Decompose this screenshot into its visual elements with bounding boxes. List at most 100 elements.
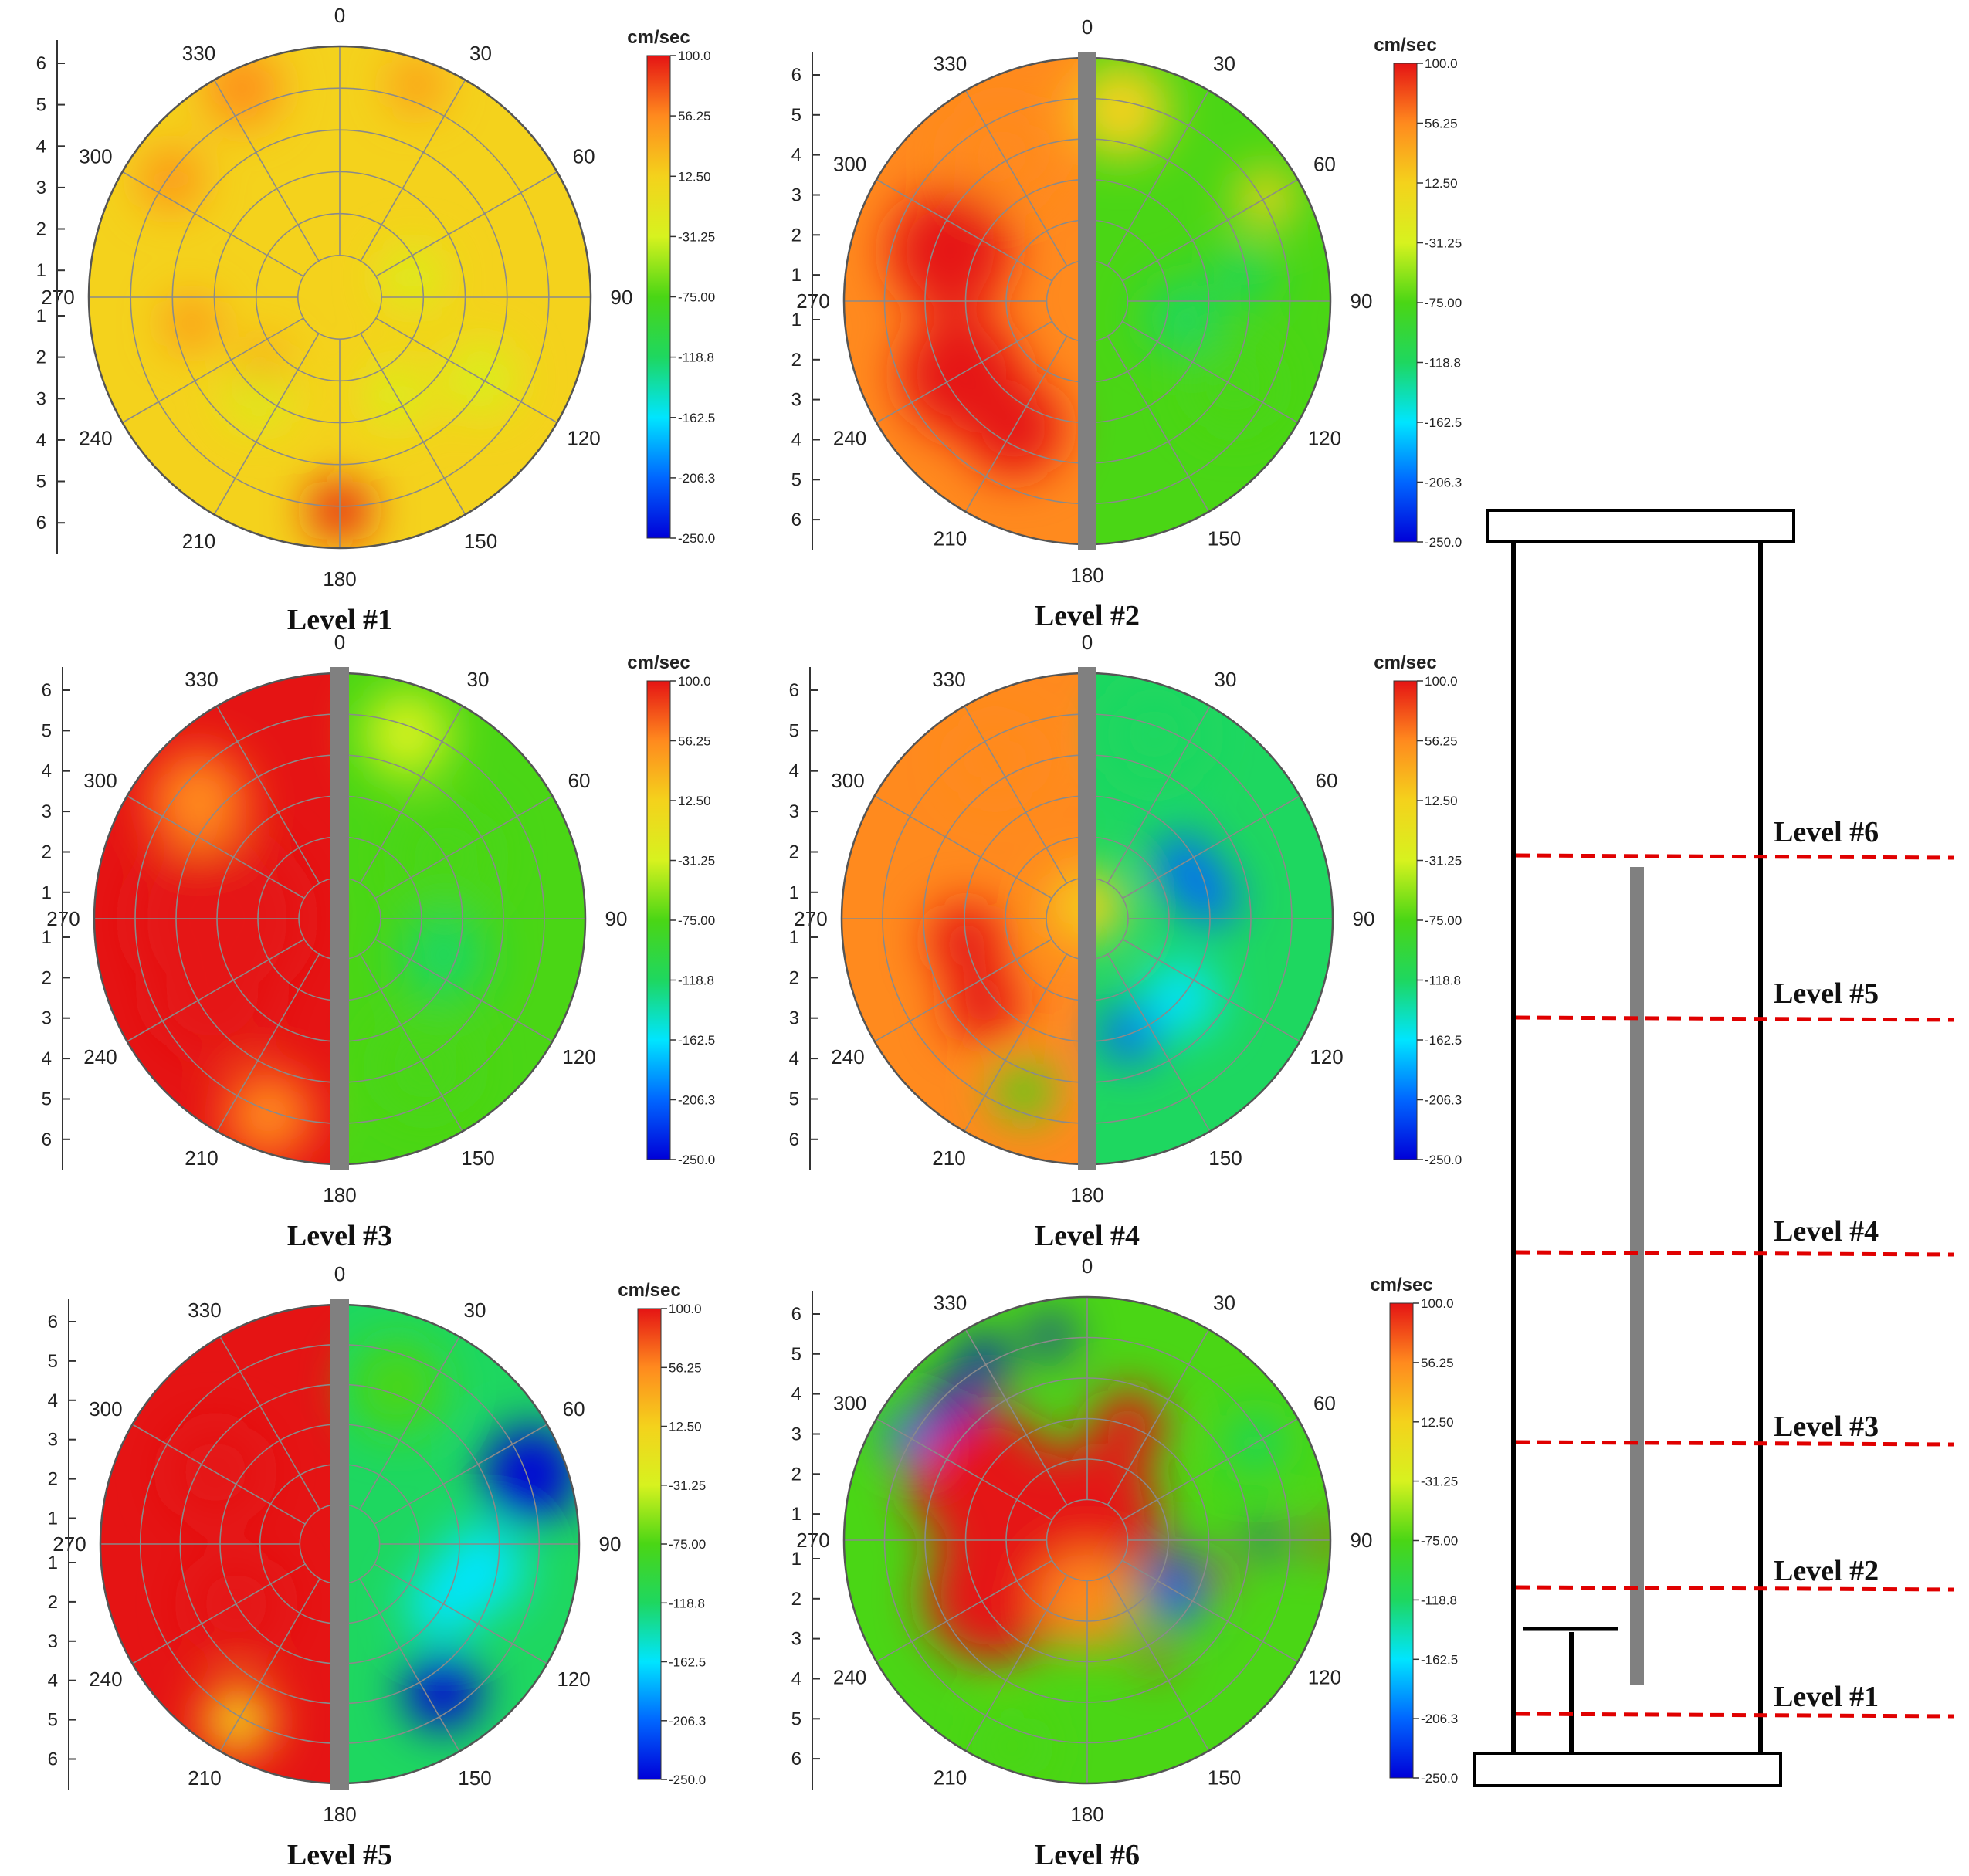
- radial-tick-label: 5: [791, 1708, 801, 1729]
- grid-spoke: [359, 953, 463, 1132]
- field-patch: [166, 298, 217, 349]
- colorbar-ramp: [637, 1308, 662, 1780]
- radial-tick-label: 1: [791, 310, 801, 330]
- grid-spoke: [1122, 795, 1300, 899]
- angle-label: 300: [833, 153, 866, 176]
- angle-label: 150: [458, 1766, 491, 1790]
- grid-spoke: [876, 1417, 1052, 1521]
- field-patch: [1204, 1563, 1229, 1587]
- colorbar-tick-label: -118.8: [678, 350, 714, 365]
- angle-label: 180: [1070, 1184, 1103, 1207]
- grid-spoke: [359, 1336, 460, 1510]
- colorbar-tick-label: 100.0: [1425, 674, 1458, 689]
- grid-spoke: [375, 317, 557, 424]
- angle-label: 210: [934, 1766, 967, 1789]
- field-patch: [1152, 1578, 1201, 1627]
- grid-spoke: [876, 178, 1052, 282]
- colorbar-ramp: [646, 55, 671, 539]
- colorbar-unit: cm/sec: [1370, 1275, 1432, 1295]
- colorbar-tick-label: -75.00: [1421, 1534, 1458, 1549]
- angle-label: 180: [323, 1803, 356, 1826]
- colorbar-tick-label: -31.25: [678, 229, 715, 244]
- colorbar-tick-label: 56.25: [1425, 117, 1458, 131]
- radial-tick-label: 3: [791, 185, 801, 206]
- radial-tick-label: 4: [36, 430, 46, 451]
- radial-tick-label: 4: [791, 1669, 801, 1690]
- angle-label: 120: [557, 1668, 590, 1691]
- colorbar-tick-label: 56.25: [1425, 734, 1458, 749]
- colorbar-tick-label: -162.5: [1425, 1033, 1462, 1048]
- angle-label: 240: [83, 1045, 117, 1068]
- radial-tick-label: 4: [48, 1671, 58, 1691]
- radial-tick-label: 5: [789, 1089, 799, 1110]
- radial-tick-label: 5: [42, 720, 52, 741]
- colorbar-ramp: [646, 680, 671, 1160]
- level-marker-line: [1515, 1712, 1954, 1719]
- colorbar-tick-label: 12.50: [1425, 794, 1458, 808]
- colorbar-unit: cm/sec: [1374, 35, 1436, 56]
- colorbar-tick-label: -162.5: [669, 1655, 706, 1670]
- level-marker-label: Level #6: [1774, 816, 1879, 848]
- colorbar-tick-label: -206.3: [669, 1714, 706, 1729]
- colorbar-tick-label: -75.00: [1425, 296, 1462, 310]
- radial-axis: 6 5 4 3 2 1 1 2 3 4 5 6: [42, 667, 70, 1170]
- radial-tick-label: 6: [36, 53, 46, 74]
- radial-tick-label: 4: [42, 761, 52, 782]
- radial-tick-label: 4: [42, 1048, 52, 1069]
- level-marker-line: [1515, 1585, 1954, 1592]
- grid-spoke: [213, 333, 320, 515]
- grid-spoke: [375, 171, 557, 277]
- field-patch: [141, 149, 202, 210]
- grid-spoke: [874, 938, 1052, 1042]
- radial-tick-label: 6: [36, 513, 46, 533]
- radial-tick-label: 3: [791, 390, 801, 411]
- angle-label: 90: [611, 286, 633, 309]
- grid-spoke: [1122, 178, 1299, 282]
- grid-spoke: [360, 80, 466, 262]
- radial-tick-label: 4: [36, 136, 46, 157]
- radial-tick-label: 2: [791, 1464, 801, 1485]
- colorbar-tick-label: 100.0: [1425, 56, 1458, 71]
- radial-tick-label: 6: [791, 510, 801, 530]
- radial-tick-label: 1: [36, 306, 46, 327]
- angle-label: 0: [334, 1262, 345, 1285]
- colorbar-tick-label: -75.00: [1425, 913, 1462, 928]
- grid-spoke: [876, 320, 1052, 424]
- angle-label: 60: [1313, 153, 1336, 176]
- colorbar-tick-label: -162.5: [678, 411, 715, 425]
- angle-label: 30: [469, 42, 492, 65]
- colorbar-tick-label: -31.25: [678, 854, 715, 869]
- grid-spoke: [1107, 1329, 1210, 1505]
- grid-spoke: [374, 1424, 547, 1525]
- angle-label: 330: [932, 668, 965, 691]
- grid-spoke: [1122, 1417, 1299, 1521]
- angle-label: 120: [562, 1045, 595, 1068]
- grid-spoke: [132, 1563, 306, 1664]
- colorbar-tick-label: -162.5: [1421, 1652, 1458, 1667]
- level-marker-line: [1515, 1250, 1954, 1257]
- radial-tick-label: 3: [42, 801, 52, 822]
- grid-spoke: [359, 706, 463, 884]
- field-patch: [391, 59, 442, 110]
- probe-bar: [1078, 667, 1096, 1170]
- radial-tick-label: 1: [791, 1504, 801, 1525]
- angle-label: 120: [567, 427, 600, 450]
- angle-label: 60: [573, 145, 595, 168]
- grid-spoke: [964, 1575, 1068, 1752]
- angle-label: 210: [934, 527, 967, 550]
- radial-tick-label: 3: [789, 801, 799, 822]
- polar-plots: 0306090120150180210240270300330654321123…: [36, 4, 1462, 1871]
- angle-label: 120: [1308, 1666, 1341, 1689]
- radial-tick-label: 3: [791, 1629, 801, 1650]
- angle-label: 150: [1208, 527, 1241, 550]
- colorbar-tick-label: -206.3: [678, 471, 715, 486]
- field-patch: [382, 247, 443, 308]
- angle-label: 30: [1215, 668, 1237, 691]
- polar-plot-2: 0306090120150180210240270300330654321123…: [791, 15, 1462, 632]
- grid-spoke: [219, 1578, 320, 1752]
- probe-bar: [330, 667, 349, 1170]
